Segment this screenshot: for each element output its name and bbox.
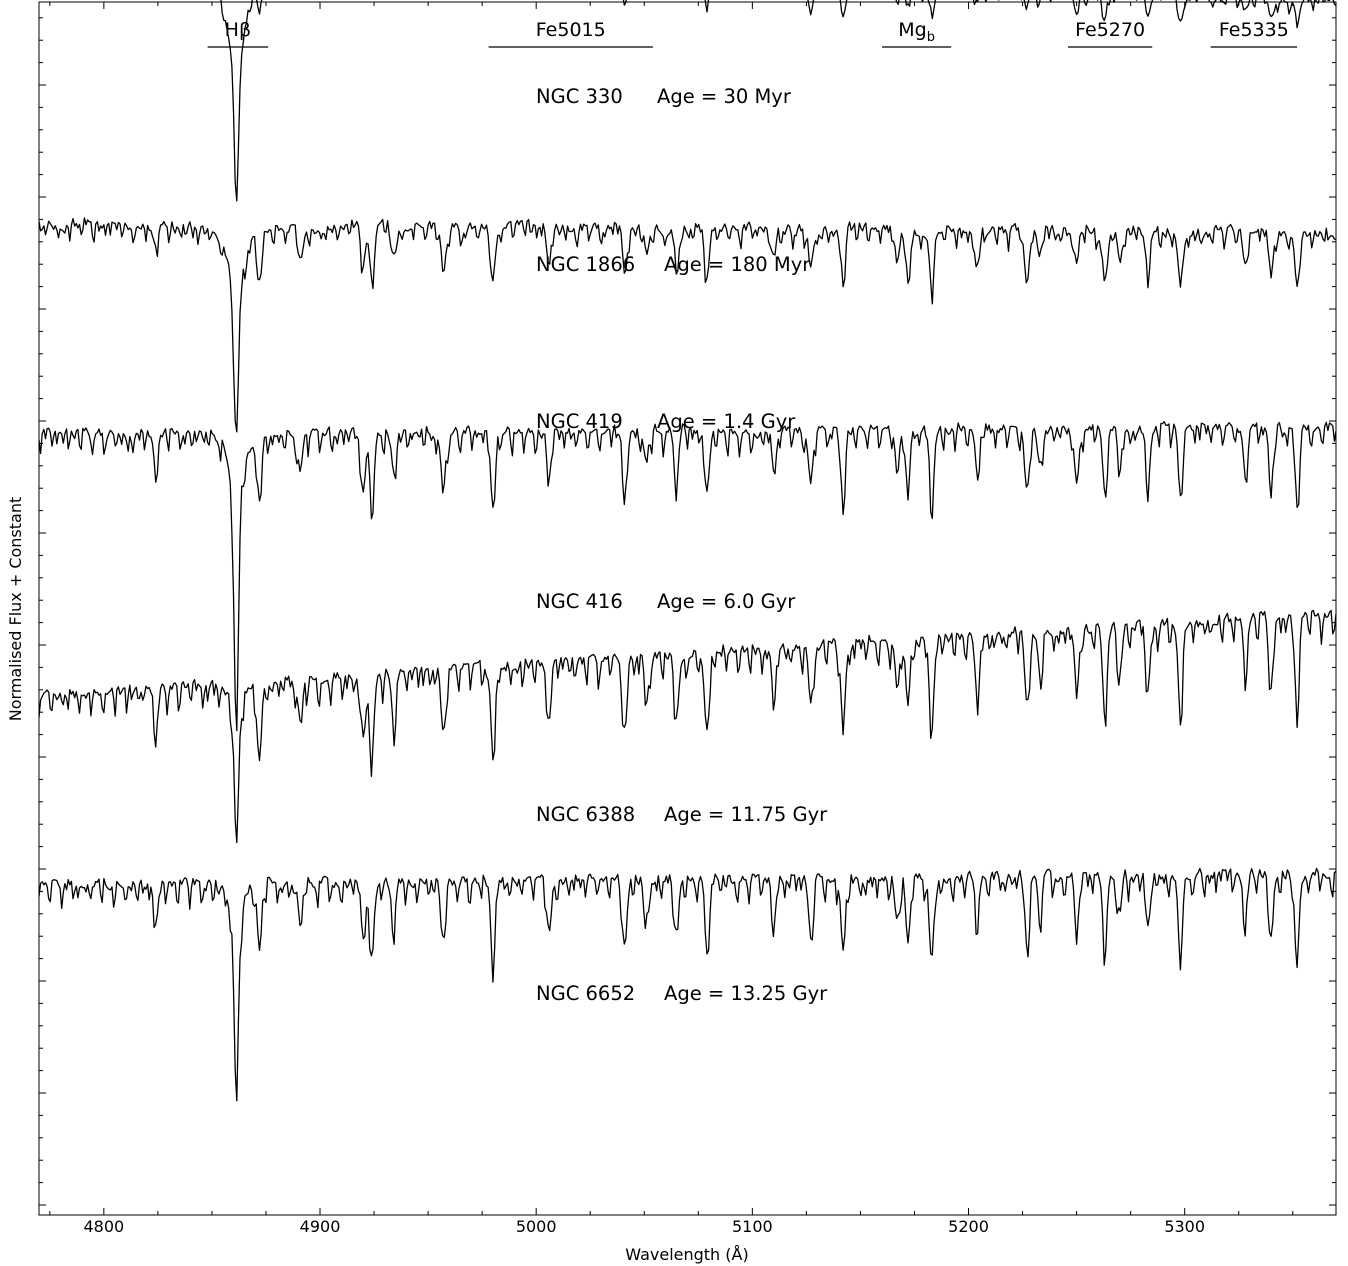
spectrum-age-label: Age = 30 Myr [657,85,792,108]
spectrum-name-label: NGC 330 [536,85,623,108]
x-axis-ticks: 4800 4900 5000 5100 5200 5300 [49,2,1294,1236]
bandpass-label: Fe5015 [536,19,606,41]
spectrum-line [38,420,1337,732]
spectra-lines: NGC 330 Age = 30 Myr NGC 1866 Age = 180 Myr… [38,0,1337,1102]
x-axis-label: Wavelength (Å) [625,1245,748,1264]
bandpass-label: Fe5335 [1219,19,1289,41]
spectrum-name-label: NGC 1866 [536,253,635,276]
plot-frame [38,1,1337,1216]
bandpass-markers: Hβ Fe5015 Mgb Fe5270 Fe5335 [207,19,1298,48]
spectrum-age-label: Age = 1.4 Gyr [657,410,796,433]
spectrum-line [38,867,1337,1102]
spectrum-name-label: NGC 419 [536,410,623,433]
x-tick-label: 4800 [83,1217,124,1236]
x-tick-label: 5200 [948,1217,989,1236]
spectrum-line [38,217,1337,433]
y-axis-label: Normalised Flux + Constant [6,497,25,722]
spectrum-line [38,609,1337,844]
y-axis-ticks [39,17,1336,1206]
spectrum-age-label: Age = 180 Myr [664,253,811,276]
x-tick-label: 4900 [300,1217,341,1236]
spectrum-age-label: Age = 6.0 Gyr [657,590,796,613]
x-tick-label: 5000 [516,1217,557,1236]
x-tick-label: 5300 [1164,1217,1205,1236]
spectrum-name-label: NGC 6388 [536,803,635,826]
bandpass-label: Fe5270 [1075,19,1145,41]
spectrum-name-label: NGC 6652 [536,982,635,1005]
spectrum-age-label: Age = 11.75 Gyr [664,803,828,826]
spectrum-age-label: Age = 13.25 Gyr [664,982,828,1005]
bandpass-label: Mgb [898,19,935,45]
spectrum-name-label: NGC 416 [536,590,623,613]
x-tick-label: 5100 [732,1217,773,1236]
